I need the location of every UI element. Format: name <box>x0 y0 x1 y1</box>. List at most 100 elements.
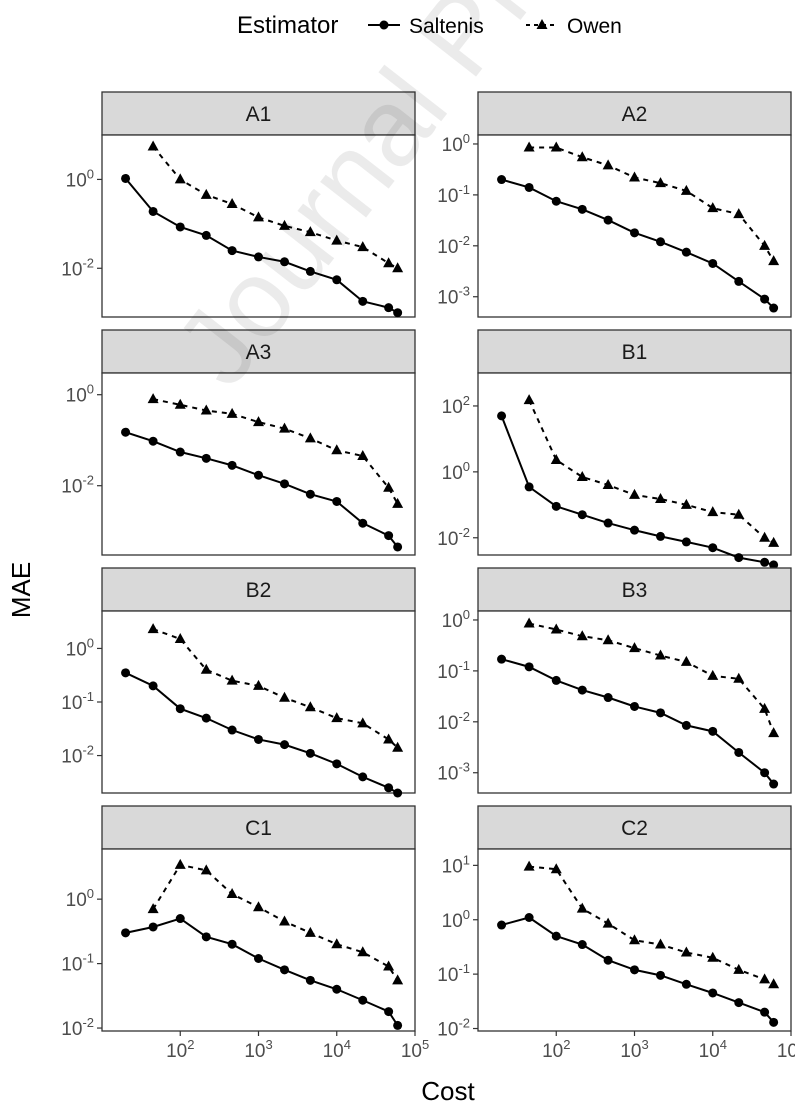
y-tick-label: 100 <box>442 607 470 632</box>
point-saltenis <box>551 501 561 511</box>
point-owen <box>602 917 614 928</box>
point-saltenis <box>577 204 587 214</box>
panel-b3: B3 100 10-1 10-2 10-3 <box>437 567 792 794</box>
point-saltenis <box>708 543 718 553</box>
point-saltenis <box>358 296 368 306</box>
point-saltenis <box>254 953 263 963</box>
point-owen <box>602 478 614 489</box>
point-owen <box>576 470 588 481</box>
point-owen <box>392 974 404 985</box>
point-owen <box>383 960 395 971</box>
point-saltenis <box>603 693 613 703</box>
point-owen <box>576 902 588 913</box>
point-owen <box>733 963 745 974</box>
facet-label: A3 <box>246 341 272 364</box>
point-saltenis <box>280 740 290 750</box>
point-owen <box>383 733 395 744</box>
point-saltenis <box>769 560 779 570</box>
point-saltenis <box>280 479 290 489</box>
point-owen <box>226 407 238 418</box>
point-owen <box>707 951 719 962</box>
point-owen <box>174 633 186 644</box>
point-owen <box>707 669 719 680</box>
facet-label: B1 <box>622 341 648 364</box>
point-saltenis <box>681 979 691 989</box>
point-owen <box>550 453 562 464</box>
facet-strip <box>477 329 792 374</box>
point-owen <box>253 416 264 427</box>
point-owen <box>655 649 667 660</box>
point-saltenis <box>524 662 534 672</box>
point-owen <box>331 234 343 245</box>
point-owen <box>279 422 291 433</box>
point-owen <box>147 393 159 404</box>
point-owen <box>331 712 343 723</box>
point-saltenis <box>551 675 561 685</box>
point-saltenis <box>148 436 158 446</box>
legend-key-owen <box>526 19 558 29</box>
plot-area <box>101 372 416 556</box>
point-saltenis <box>148 922 158 932</box>
point-saltenis <box>760 1007 770 1017</box>
point-owen <box>576 151 588 162</box>
point-saltenis <box>332 496 342 506</box>
point-owen <box>174 858 186 869</box>
point-owen <box>680 655 692 666</box>
point-saltenis <box>201 230 211 240</box>
point-saltenis <box>393 788 403 798</box>
point-saltenis <box>577 510 587 520</box>
point-owen <box>550 623 562 634</box>
point-owen <box>707 506 719 517</box>
point-owen <box>602 159 614 170</box>
y-tick-label: 101 <box>442 852 470 877</box>
x-axis-label: Cost <box>421 1076 475 1106</box>
point-saltenis <box>280 965 290 975</box>
legend-key-saltenis <box>368 20 400 30</box>
legend-title: Estimator <box>237 12 338 39</box>
y-tick-label: 10-2 <box>61 473 94 498</box>
point-saltenis <box>681 247 691 257</box>
point-saltenis <box>227 246 237 256</box>
point-saltenis <box>332 275 342 285</box>
point-saltenis <box>769 1017 779 1027</box>
point-saltenis <box>656 237 666 247</box>
point-owen <box>768 536 780 547</box>
point-owen <box>602 634 614 645</box>
point-saltenis <box>603 215 613 225</box>
point-owen <box>304 432 316 443</box>
point-saltenis <box>175 222 185 232</box>
point-saltenis <box>121 427 131 437</box>
point-saltenis <box>201 932 211 942</box>
point-saltenis <box>524 182 534 192</box>
point-owen <box>147 140 159 151</box>
point-saltenis <box>681 537 691 547</box>
point-owen <box>550 141 562 152</box>
point-owen <box>200 663 212 674</box>
y-tick-label: 10-2 <box>437 525 470 550</box>
panel-b2: B2 100 10-1 10-2 <box>61 567 416 798</box>
facet-strip <box>477 805 792 850</box>
facet-strip <box>101 91 416 136</box>
point-owen <box>680 946 692 957</box>
point-saltenis <box>760 768 770 778</box>
y-tick-label: 10-3 <box>437 760 470 785</box>
point-saltenis <box>734 276 744 286</box>
point-saltenis <box>760 557 770 567</box>
legend-label-owen: Owen <box>567 15 622 38</box>
point-owen <box>523 394 535 405</box>
point-saltenis <box>681 720 691 730</box>
point-saltenis <box>121 928 131 938</box>
point-saltenis <box>384 303 394 313</box>
y-tick-label: 100 <box>442 131 470 156</box>
point-saltenis <box>384 531 394 541</box>
point-owen <box>733 508 745 519</box>
legend-label-saltenis: Saltenis <box>409 15 484 38</box>
point-saltenis <box>332 984 342 994</box>
point-owen <box>655 177 667 188</box>
point-owen <box>357 241 369 252</box>
plot-area <box>477 134 792 318</box>
point-owen <box>655 493 667 504</box>
point-saltenis <box>630 965 639 975</box>
point-owen <box>392 262 404 273</box>
